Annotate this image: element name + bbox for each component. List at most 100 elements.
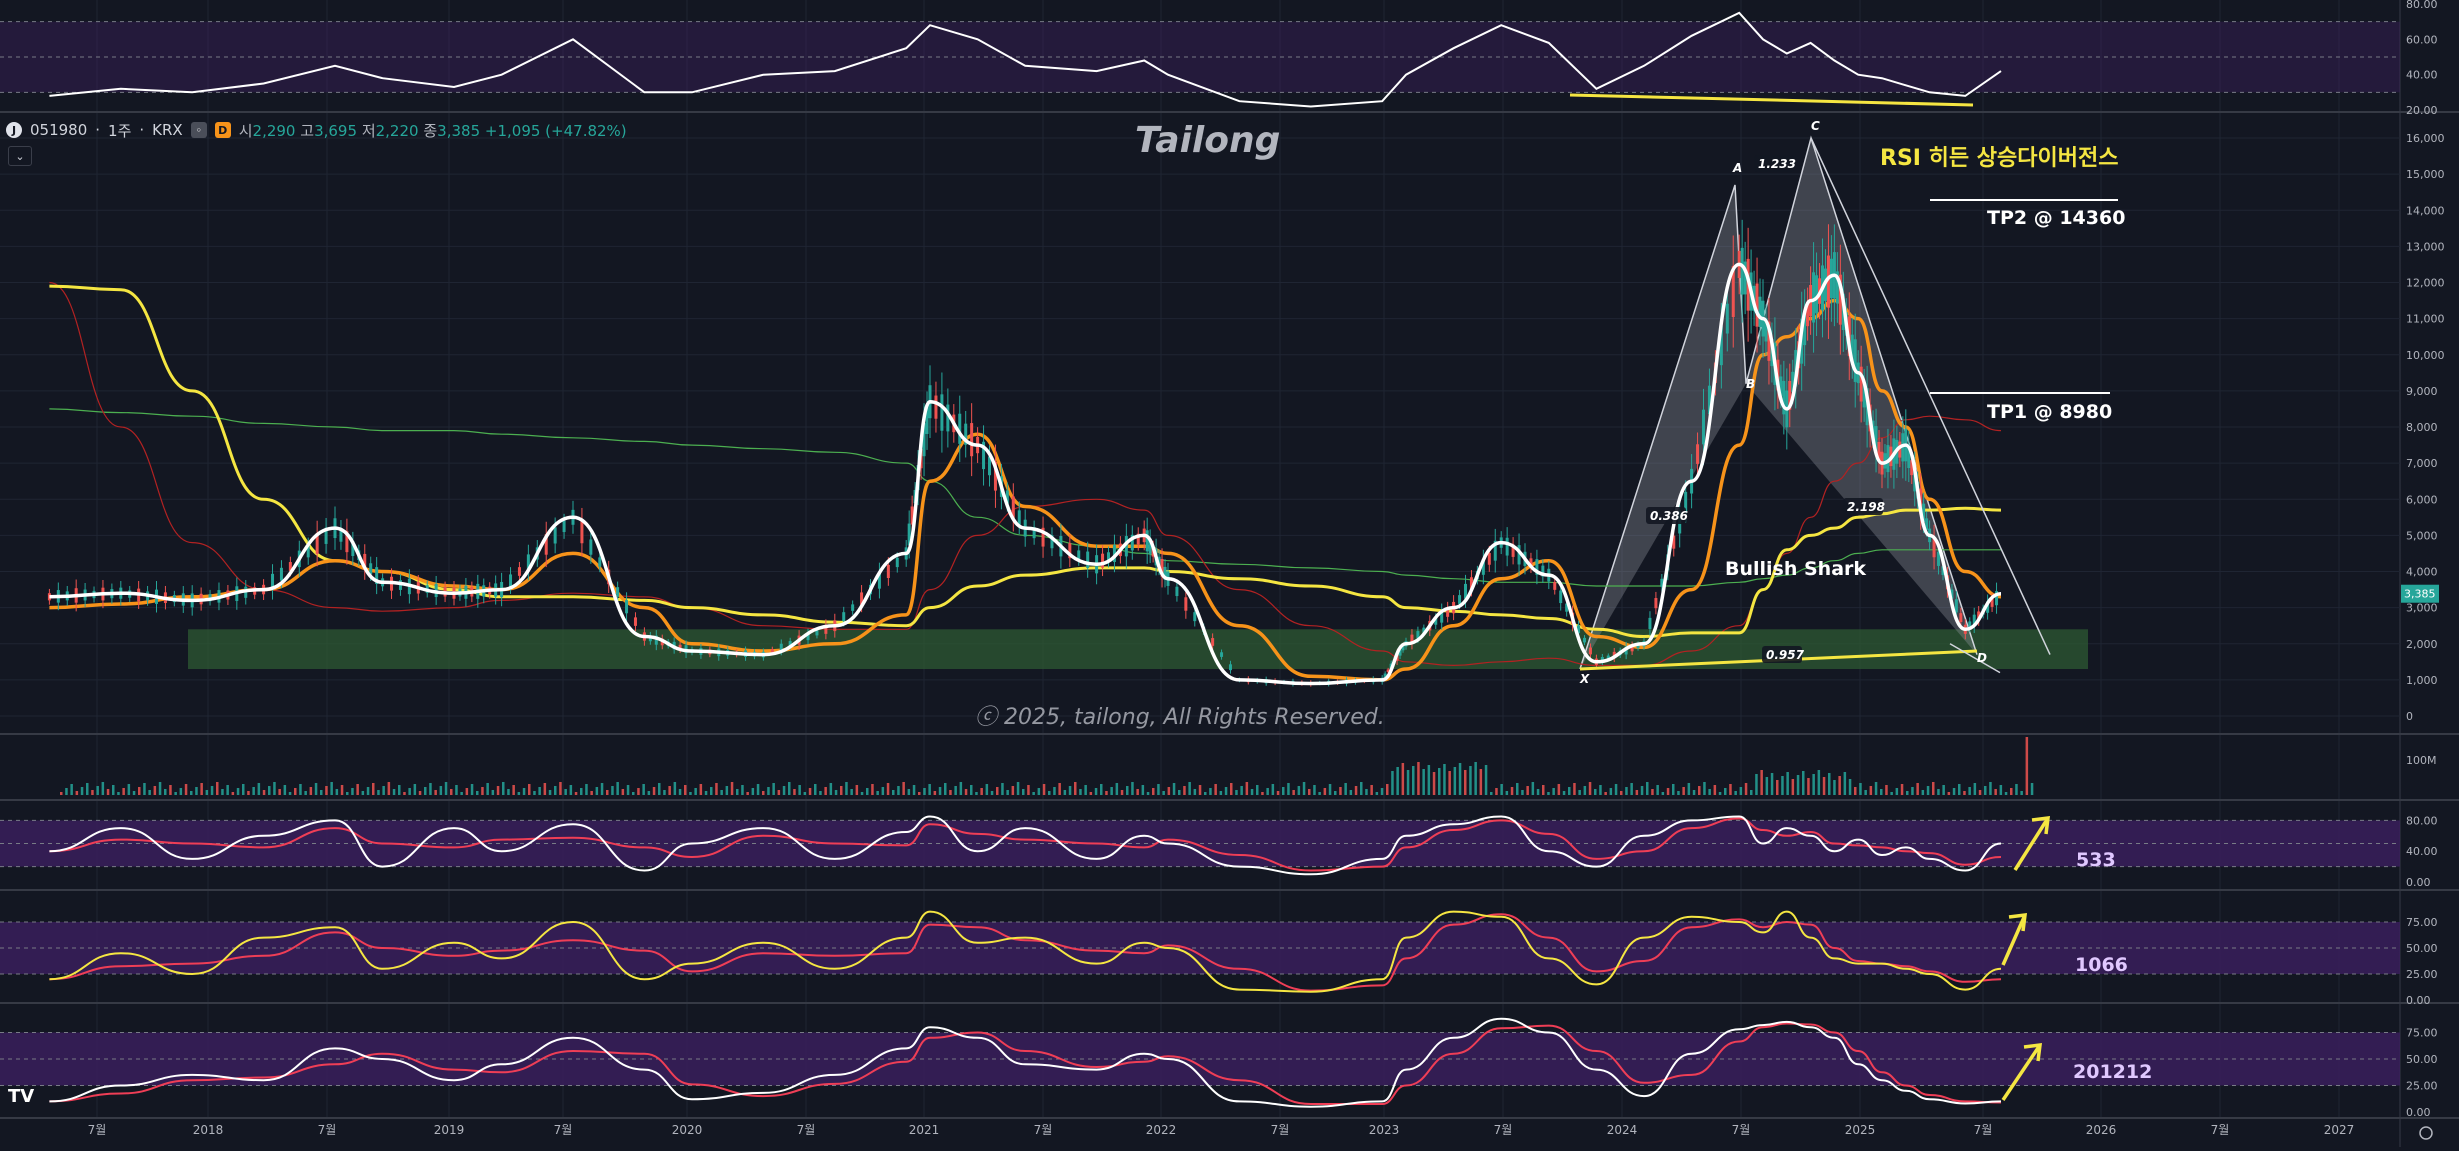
volume-bar (1926, 786, 1930, 795)
candle-body (1968, 621, 1972, 629)
candle-body (895, 557, 899, 568)
candle-body (1959, 613, 1963, 622)
volume-bar (611, 786, 614, 795)
x-tick-label: 7월 (88, 1123, 107, 1137)
volume-bar (226, 785, 229, 795)
interval-label[interactable]: 1주 (108, 121, 132, 140)
osc-tick-label: 0.00 (2406, 1106, 2431, 1119)
volume-bar (1037, 788, 1041, 795)
candle-body (988, 456, 991, 476)
volume-bar (689, 792, 692, 795)
x-tick-label: 2020 (672, 1123, 703, 1137)
candle-body (1654, 598, 1658, 609)
symbol-header[interactable]: J 051980 · 1주 · KRX ◦ D 시2,290 고3,695 저2… (6, 117, 627, 143)
volume-bar (1526, 786, 1529, 795)
volume-bar (1240, 786, 1243, 795)
volume-bar (1126, 786, 1129, 795)
candle-body (1684, 491, 1688, 512)
settings-gear-icon[interactable] (2419, 1126, 2433, 1140)
volume-bar (1640, 786, 1644, 795)
candle-body (1577, 625, 1581, 634)
volume-bar (642, 784, 645, 795)
candle-body (1011, 496, 1015, 519)
candle-body (616, 587, 620, 597)
volume-bar (1536, 789, 1540, 795)
up-arrow-icon (2001, 1044, 2042, 1101)
candle-body (375, 567, 379, 584)
volume-bar (1807, 778, 1810, 795)
volume-bar (1973, 783, 1977, 795)
volume-bar (1391, 771, 1394, 795)
arrow-trendline (1949, 643, 2001, 674)
volume-bar (1146, 792, 1150, 795)
volume-bar (1776, 780, 1779, 795)
volume-bar (372, 783, 375, 795)
price-tick-label: 4,000 (2406, 566, 2438, 579)
volume-bar (507, 789, 510, 795)
candle-body (1101, 553, 1105, 568)
volume-bar (408, 788, 411, 795)
volume-bar (1053, 787, 1056, 795)
volume-bar (1859, 783, 1862, 795)
candle-body (925, 407, 929, 434)
volume-bar (1406, 770, 1410, 795)
volume-bar (392, 789, 396, 795)
price-tick-label: 10,000 (2406, 349, 2445, 362)
volume-bar (1812, 774, 1815, 795)
price-tick-label: 2,000 (2406, 638, 2438, 651)
volume-bar (1568, 787, 1571, 795)
candle-body (544, 534, 548, 555)
settings-badge-icon[interactable]: ◦ (190, 122, 207, 138)
volume-bar (60, 792, 63, 795)
last-price-tag (2401, 584, 2439, 603)
volume-bar (1131, 782, 1134, 795)
volume-bar (730, 782, 734, 795)
volume-bar (1313, 785, 1316, 795)
volume-bar (803, 792, 807, 795)
candle-body (1458, 595, 1462, 604)
candle-body (1505, 537, 1509, 556)
volume-bar (158, 782, 162, 795)
candle-body (1535, 559, 1539, 575)
volume-bar (424, 787, 427, 795)
volume-bar (1562, 791, 1566, 795)
volume-bar (1516, 783, 1519, 795)
volume-bar (1978, 790, 1982, 795)
volume-bar (1183, 786, 1186, 795)
candle-body (1469, 577, 1473, 590)
volume-bar (1084, 785, 1087, 795)
candle-body (1932, 536, 1936, 558)
volume-bar (262, 790, 266, 795)
volume-bar (793, 789, 796, 795)
volume-bar (1682, 787, 1685, 795)
volume-bar (184, 784, 188, 795)
osc-tick-label: 75.00 (2406, 916, 2438, 929)
x-tick-label: 7월 (1271, 1123, 1290, 1137)
candle-body (1630, 645, 1634, 652)
candle-body (1107, 552, 1110, 562)
symbol-code[interactable]: 051980 (30, 121, 88, 139)
price-tick-label: 6,000 (2406, 493, 2438, 506)
candle-body (806, 632, 810, 641)
candle-body (1719, 326, 1723, 366)
volume-bar (1308, 789, 1311, 795)
volume-bar (1193, 789, 1197, 795)
volume-bar (772, 783, 775, 795)
volume-bar (1703, 782, 1706, 795)
volume-bar (1895, 788, 1899, 795)
volume-bar (403, 792, 406, 795)
price-tick-label: 12,000 (2406, 277, 2445, 290)
price-tick-label: 7,000 (2406, 457, 2438, 470)
volume-bar (1380, 788, 1384, 795)
x-tick-label: 2021 (909, 1123, 940, 1137)
candle-body (1788, 380, 1792, 410)
volume-bar (1162, 791, 1165, 795)
collapse-legend-button[interactable]: ⌄ (8, 146, 32, 166)
volume-bar (205, 790, 209, 795)
price-line (49, 262, 2002, 686)
volume-bar (990, 791, 994, 795)
volume-bar (1828, 773, 1831, 795)
down-trendline (1810, 137, 2051, 655)
